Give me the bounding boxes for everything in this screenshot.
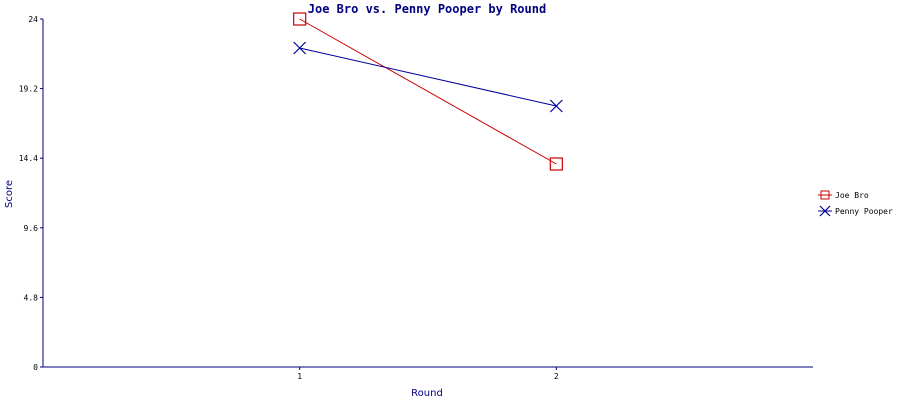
y-tick-label: 24 xyxy=(28,15,38,24)
legend-item: Penny Pooper xyxy=(818,205,893,217)
series-layer xyxy=(293,12,563,171)
y-tick-label: 4.8 xyxy=(24,293,39,302)
y-tick-label: 19.2 xyxy=(19,85,38,94)
series-line xyxy=(299,18,557,165)
y-tick-label: 0 xyxy=(33,363,38,372)
chart-title: Joe Bro vs. Penny Pooper by Round xyxy=(308,2,546,16)
series-penny-pooper xyxy=(293,41,563,113)
legend-marker xyxy=(820,190,830,200)
y-axis-label: Score xyxy=(4,180,15,208)
data-point xyxy=(549,157,563,171)
legend: Joe Bro Penny Pooper xyxy=(818,190,893,217)
data-point xyxy=(549,99,563,113)
x-tick-label: 2 xyxy=(554,372,559,381)
x-tick-label: 1 xyxy=(297,372,302,381)
y-tick-label: 9.6 xyxy=(24,224,39,233)
y-tick-label: 14.4 xyxy=(19,154,38,163)
legend-marker xyxy=(819,205,831,217)
legend-label: Penny Pooper xyxy=(835,207,893,216)
x-axis-label: Round xyxy=(411,388,443,399)
series-line xyxy=(299,47,557,107)
y-ticks: 0 4.8 9.6 14.4 19.2 24 xyxy=(19,15,43,372)
data-point xyxy=(293,41,307,55)
series-joe-bro xyxy=(293,12,563,171)
legend-label: Joe Bro xyxy=(835,191,869,200)
axes xyxy=(42,19,813,368)
legend-item: Joe Bro xyxy=(818,190,869,200)
data-point xyxy=(293,12,307,26)
